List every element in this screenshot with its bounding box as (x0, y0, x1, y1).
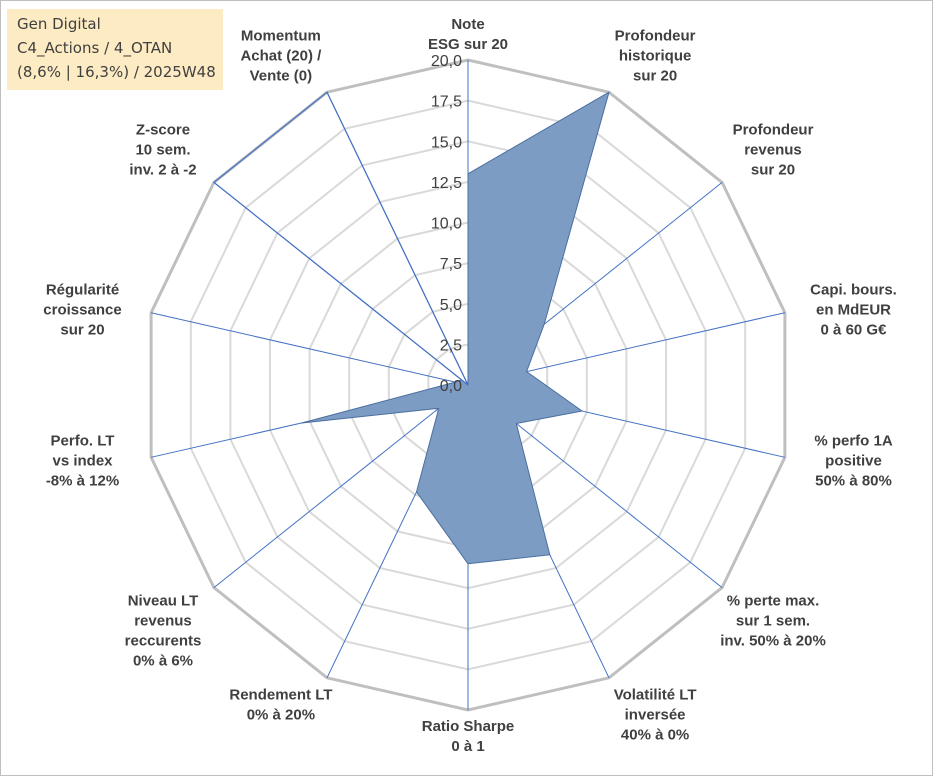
tick-label: 5,0 (440, 297, 462, 314)
axis-label-4: % perfo 1A positive 50% à 80% (814, 432, 893, 489)
tick-labels: 0,0 2,5 5,0 7,5 10,0 12,5 15,0 17,5 20,0 (431, 53, 462, 395)
axis-label-line: sur 20 (633, 68, 677, 85)
axis-label-7: Ratio Sharpe 0 à 1 (422, 718, 515, 755)
tick-label: 17,5 (431, 94, 462, 111)
axis-label-line: Perfo. LT (51, 432, 115, 449)
axis-label-3: Capi. bours. en MdEUR 0 à 60 G€ (810, 282, 897, 339)
axis-label-12: Z-score 10 sem. inv. 2 à -2 (129, 122, 196, 179)
company-name: Gen Digital (17, 15, 101, 33)
axis-label-9: Niveau LT revenus reccurents 0% à 6% (125, 592, 202, 669)
axis-label-line: reccurents (125, 632, 202, 649)
spoke-11 (150, 312, 469, 386)
axis-labels: Note ESG sur 20 Profondeur historique sur 20… (43, 16, 897, 755)
axis-label-line: 50% à 80% (815, 472, 892, 489)
axis-label-line: Régularité (46, 282, 119, 299)
axis-label-1: Profondeur historique sur 20 (615, 28, 696, 85)
axis-label-line: inv. 50% à 20% (720, 632, 826, 649)
axis-label-line: % perte max. (727, 592, 820, 609)
tick-label: 10,0 (431, 216, 462, 233)
tick-label: 12,5 (431, 175, 462, 192)
series-layer (212, 91, 610, 565)
axis-label-5: % perte max. sur 1 sem. inv. 50% à 20% (720, 592, 826, 649)
axis-label-line: sur 20 (60, 322, 104, 339)
axis-label-8: Rendement LT 0% à 20% (229, 686, 332, 723)
tick-label: 2,5 (440, 337, 462, 354)
axis-label-line: 10 sem. (135, 142, 190, 159)
tick-label: 20,0 (431, 53, 462, 70)
axis-label-line: inv. 2 à -2 (129, 162, 196, 179)
axis-label-line: 0 à 60 G€ (821, 322, 888, 339)
axis-label-line: ESG sur 20 (428, 36, 508, 53)
axis-label-line: Capi. bours. (810, 282, 897, 299)
axis-label-2: Profondeur revenus sur 20 (733, 122, 814, 179)
axis-label-line: Niveau LT (128, 592, 199, 609)
tick-label: 15,0 (431, 134, 462, 151)
axis-label-line: historique (619, 48, 692, 65)
axis-label-line: Vente (0) (250, 68, 313, 85)
axis-label-line: positive (825, 452, 882, 469)
axis-label-line: en MdEUR (816, 302, 891, 319)
axis-label-line: 0 à 1 (451, 738, 484, 755)
axis-label-line: revenus (134, 612, 192, 629)
period-label: (8,6% | 16,3%) / 2025W48 (17, 63, 216, 81)
axis-label-line: Profondeur (615, 28, 696, 45)
axis-label-line: Volatilité LT (614, 686, 697, 703)
axis-label-line: inversée (625, 706, 686, 723)
tick-label: 0,0 (440, 378, 462, 395)
axis-label-line: croissance (43, 302, 121, 319)
axis-label-line: vs index (52, 452, 113, 469)
tick-label: 7,5 (440, 256, 462, 273)
axis-label-10: Perfo. LT vs index -8% à 12% (46, 432, 119, 489)
info-box: Gen Digital C4_Actions / 4_OTAN (8,6% | … (7, 9, 223, 90)
axis-label-6: Volatilité LT inversée 40% à 0% (614, 686, 697, 743)
axis-label-line: revenus (744, 142, 802, 159)
axis-label-line: 0% à 6% (133, 652, 193, 669)
axis-label-11: Régularité croissance sur 20 (43, 282, 121, 339)
axis-label-line: % perfo 1A (814, 432, 893, 449)
axis-label-line: Z-score (136, 122, 190, 139)
axis-label-line: Achat (20) / (240, 48, 322, 65)
axis-label-line: 40% à 0% (621, 726, 689, 743)
axis-label-line: Profondeur (733, 122, 814, 139)
axis-label-line: Note (451, 16, 484, 33)
series-0-area (301, 91, 610, 565)
axis-label-line: sur 20 (751, 162, 795, 179)
axis-label-line: Ratio Sharpe (422, 718, 515, 735)
series-1-outline (212, 91, 469, 386)
axis-label-line: -8% à 12% (46, 472, 119, 489)
axis-label-line: sur 1 sem. (736, 612, 810, 629)
axis-label-line: 0% à 20% (247, 706, 315, 723)
axis-label-line: Momentum (241, 28, 321, 45)
axis-label-13: Momentum Achat (20) / Vente (0) (240, 28, 322, 85)
axis-label-line: Rendement LT (229, 686, 332, 703)
axis-label-0: Note ESG sur 20 (428, 16, 508, 53)
portfolio-name: C4_Actions / 4_OTAN (17, 39, 173, 57)
spoke-9 (213, 384, 469, 588)
